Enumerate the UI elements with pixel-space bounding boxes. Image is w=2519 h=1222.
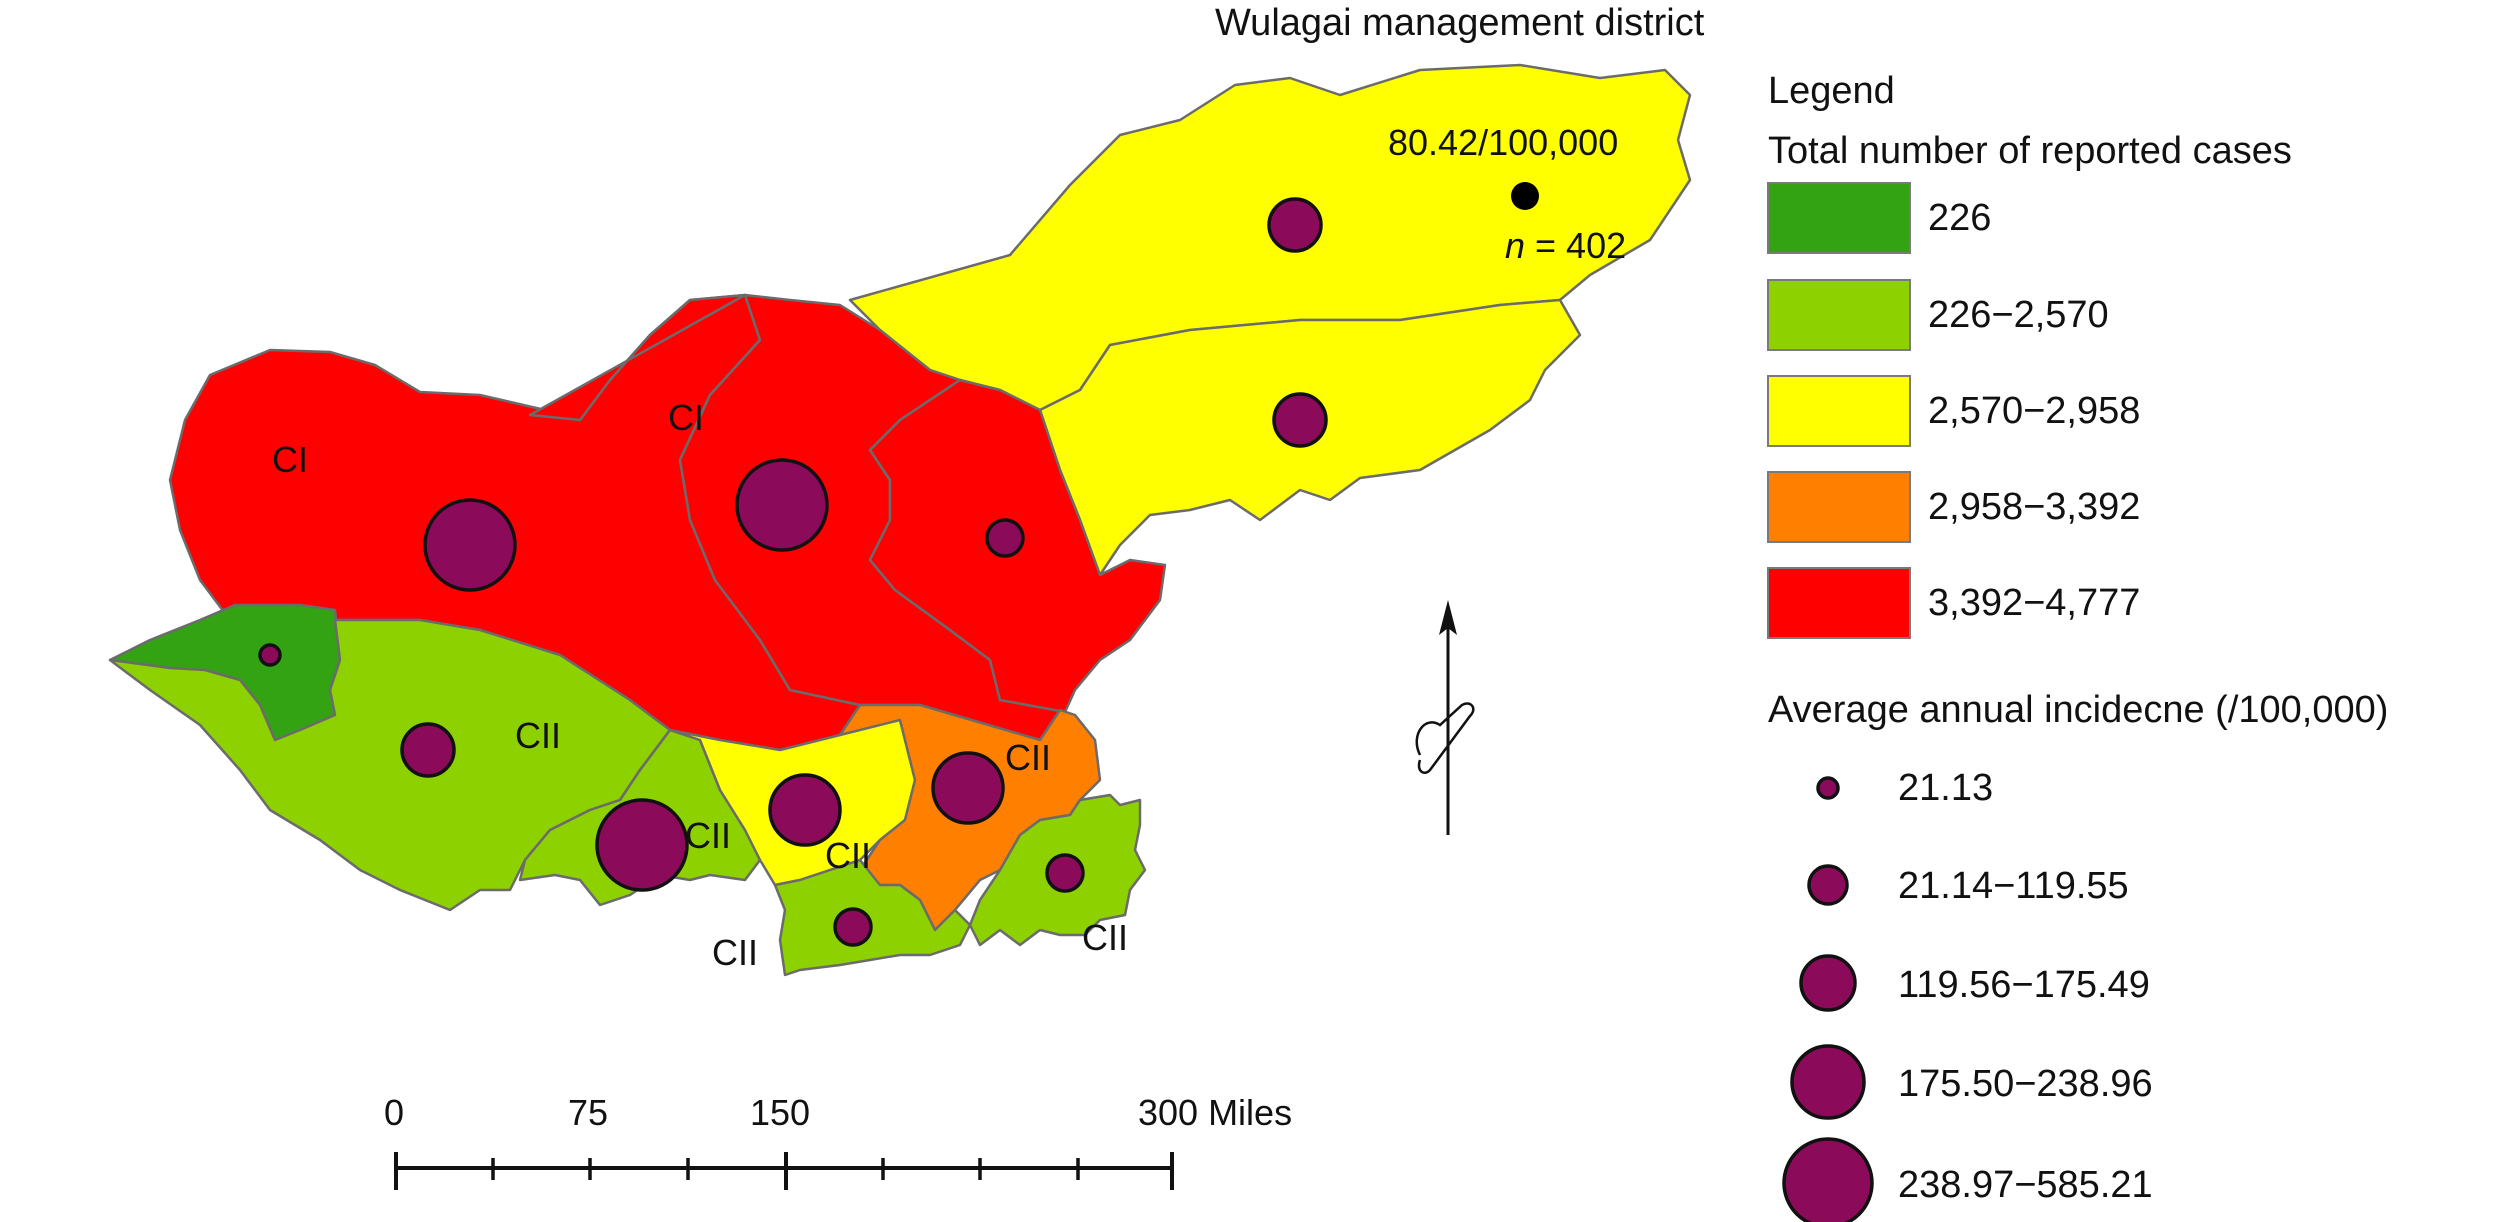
- legend-bubble-1: [1816, 776, 1840, 800]
- legend-incidence-label-4: 175.50−238.96: [1898, 1063, 2153, 1105]
- legend-cases-title: Total number of reported cases: [1768, 130, 2292, 172]
- legend-case-label-3: 2,570−2,958: [1928, 390, 2140, 432]
- legend-case-label-2: 226−2,570: [1928, 294, 2109, 336]
- bubble-yellow-south: [768, 773, 842, 847]
- label-cii-southeast: CII: [1082, 917, 1128, 958]
- bubble-green-west: [258, 643, 282, 667]
- legend-bubble-5: [1782, 1137, 1874, 1222]
- highlight-n-label: n: [1505, 225, 1525, 266]
- label-cii-south-d: CII: [712, 932, 758, 973]
- legend: Legend Total number of reported cases 22…: [1767, 70, 2388, 1222]
- highlight-annotation: 80.42/100,000 n = 402: [1388, 122, 1626, 266]
- legend-incidence-label-3: 119.56−175.49: [1898, 964, 2150, 1006]
- map-regions: [108, 63, 1692, 977]
- label-cii-south-c: CII: [1005, 737, 1051, 778]
- district-title: Wulagai management district: [1215, 2, 1705, 44]
- bubble-orange: [931, 751, 1005, 825]
- region-cii-south-b: [773, 858, 972, 977]
- highlight-n-value: = 402: [1525, 225, 1626, 266]
- scale-bar: 0 75 150 300 Miles: [384, 1092, 1292, 1190]
- legend-bubble-3: [1799, 954, 1857, 1012]
- highlight-rate: 80.42/100,000: [1388, 122, 1618, 163]
- label-cii-southwest: CII: [515, 715, 561, 756]
- bubble-red-east: [985, 518, 1025, 558]
- label-ci-central: CI: [668, 397, 704, 438]
- legend-swatch-2: [1767, 279, 1911, 351]
- legend-bubble-4: [1790, 1044, 1866, 1120]
- highlight-dot-icon: [1511, 182, 1539, 210]
- bubble-cii-south-b: [833, 907, 873, 947]
- bubble-ci-central: [735, 458, 829, 552]
- bubble-east-yellow: [1272, 392, 1328, 448]
- bubble-ci-west: [423, 498, 517, 592]
- legend-swatch-1: [1767, 182, 1911, 254]
- bubble-cii-southeast: [1045, 853, 1085, 893]
- legend-case-label-1: 226: [1928, 197, 1991, 239]
- scale-tick-300: 300 Miles: [1138, 1092, 1292, 1133]
- label-cii-south-b: CII: [825, 835, 871, 876]
- bubble-cii-south-a: [595, 798, 689, 892]
- highlight-count: n = 402: [1505, 225, 1626, 266]
- bubble-wulagai-district: [1267, 197, 1323, 253]
- label-cii-south-a: CII: [685, 815, 731, 856]
- label-ci-west: CI: [272, 439, 308, 480]
- scale-tick-75: 75: [568, 1092, 608, 1133]
- scale-tick-150: 150: [750, 1092, 810, 1133]
- legend-case-label-4: 2,958−3,392: [1928, 486, 2140, 528]
- legend-incidence-label-1: 21.13: [1898, 767, 1993, 809]
- legend-incidence-label-5: 238.97−585.21: [1898, 1164, 2153, 1206]
- bubble-cii-southwest: [400, 722, 456, 778]
- legend-swatch-3: [1767, 375, 1911, 447]
- legend-case-label-5: 3,392−4,777: [1928, 582, 2140, 624]
- legend-bubble-2: [1807, 864, 1849, 906]
- legend-incidence-label-2: 21.14−119.55: [1898, 865, 2129, 907]
- legend-incidence-title: Average annual incidecne (/100,000): [1768, 689, 2388, 731]
- legend-title: Legend: [1768, 70, 1895, 112]
- region-labels: CI CI CII CII CII CII CII CII: [272, 397, 1128, 973]
- legend-swatch-5: [1767, 567, 1911, 639]
- scale-tick-0: 0: [384, 1092, 404, 1133]
- north-arrow-icon: [1415, 600, 1475, 835]
- legend-swatch-4: [1767, 471, 1911, 543]
- incidence-bubbles: [258, 197, 1328, 947]
